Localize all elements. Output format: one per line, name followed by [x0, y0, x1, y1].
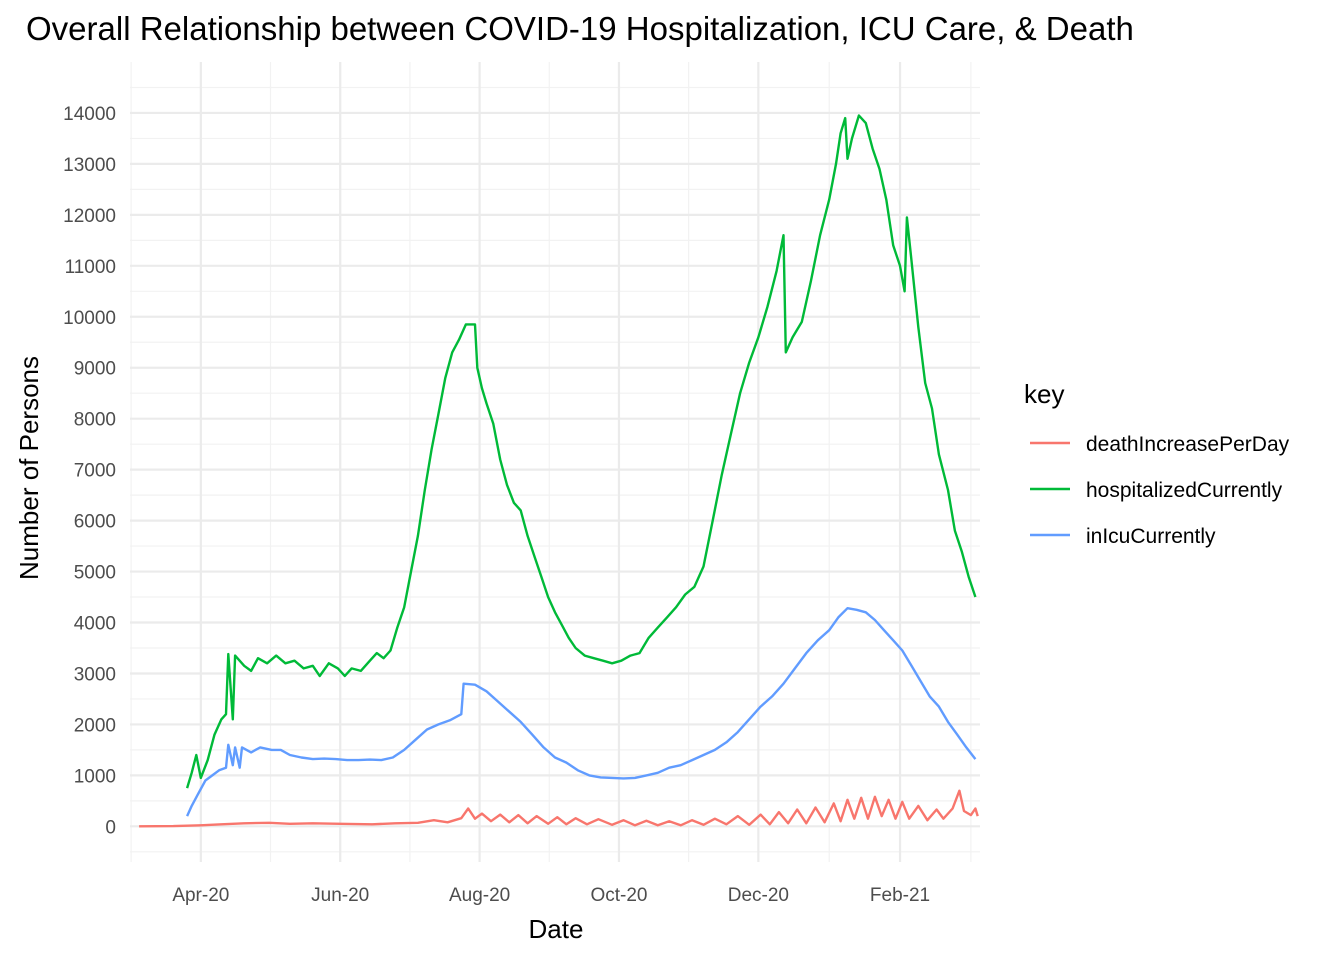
series-line-deathIncreasePerDay	[139, 789, 979, 828]
y-axis-title: Number of Persons	[14, 356, 44, 580]
legend-label: inIcuCurrently	[1086, 525, 1216, 548]
minor-gridlines	[130, 62, 980, 862]
x-tick-label: Jun-20	[311, 885, 369, 906]
x-tick-label: Apr-20	[172, 885, 229, 906]
x-tick-label: Aug-20	[449, 885, 510, 906]
series-lines	[139, 114, 979, 828]
series-line-hospitalizedCurrently	[185, 114, 977, 789]
legend-items: deathIncreasePerDay hospitalizedCurrently…	[1030, 433, 1290, 548]
series-line-inIcuCurrently	[186, 607, 977, 817]
legend-title: key	[1024, 379, 1064, 409]
chart-title: Overall Relationship between COVID-19 Ho…	[26, 10, 1134, 47]
y-tick-label: 0	[105, 817, 116, 838]
y-tick-label: 11000	[65, 257, 116, 278]
x-tick-label: Oct-20	[590, 885, 647, 906]
y-tick-label: 7000	[74, 461, 116, 482]
y-tick-label: 5000	[74, 563, 116, 584]
y-axis-tick-labels: 0 1000 2000 3000 4000 5000 6000 7000 8000 9000 100…	[63, 104, 116, 838]
x-tick-label: Feb-21	[870, 885, 930, 906]
y-tick-label: 13000	[63, 155, 116, 176]
y-tick-label: 4000	[74, 614, 116, 635]
y-tick-label: 10000	[63, 308, 116, 329]
y-tick-label: 6000	[74, 512, 116, 533]
legend-label: deathIncreasePerDay	[1086, 433, 1290, 456]
major-gridlines	[130, 62, 980, 862]
y-tick-label: 1000	[74, 766, 116, 787]
y-tick-label: 2000	[74, 715, 116, 736]
legend-label: hospitalizedCurrently	[1086, 479, 1283, 502]
y-tick-label: 8000	[74, 410, 116, 431]
y-tick-label: 3000	[74, 664, 116, 685]
x-tick-label: Dec-20	[728, 885, 789, 906]
y-tick-label: 12000	[63, 206, 116, 227]
x-axis-tick-labels: Apr-20 Jun-20 Aug-20 Oct-20 Dec-20 Feb-21	[172, 885, 930, 906]
y-tick-label: 14000	[63, 104, 116, 125]
legend: key deathIncreasePerDay hospitalizedCurre…	[1024, 379, 1290, 548]
y-tick-label: 9000	[74, 359, 116, 380]
x-axis-title: Date	[529, 914, 584, 944]
